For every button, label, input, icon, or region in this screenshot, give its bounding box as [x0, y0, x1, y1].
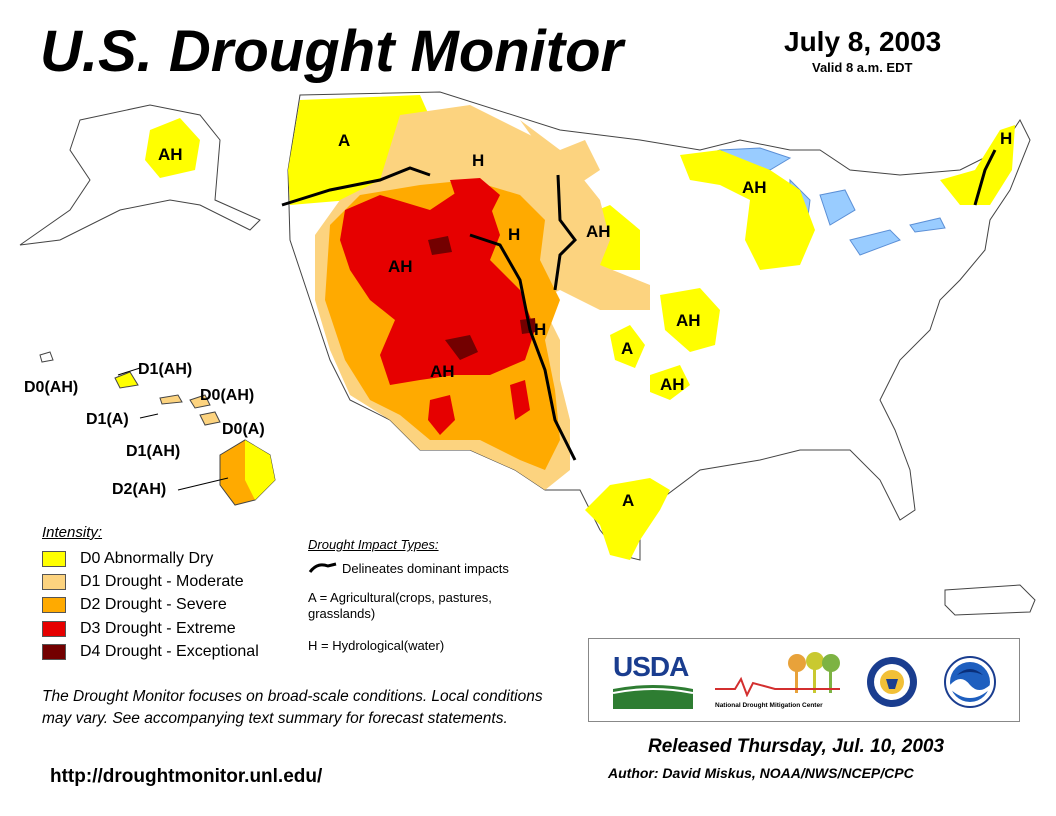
label-wy-h: H [508, 225, 520, 244]
label-ok-ah: AH [660, 375, 685, 394]
legend-swatch-d2 [42, 597, 66, 613]
hi-label-d1ah-s: D1(AH) [126, 443, 180, 460]
alaska-d0 [145, 118, 200, 178]
release-date: Released Thursday, Jul. 10, 2003 [648, 736, 945, 757]
legend-swatch-d0 [42, 551, 66, 567]
label-ak-ah: AH [158, 145, 183, 164]
alaska-outline [19, 104, 261, 246]
label-nm-ah: AH [430, 362, 455, 381]
legend-item-d3: D3 Drought - Extreme [42, 620, 236, 638]
website-link[interactable]: http://droughtmonitor.unl.edu/ [50, 766, 323, 787]
hi-label-d1a: D1(A) [86, 411, 129, 428]
legend-item-d2: D2 Drought - Severe [42, 596, 227, 614]
label-me-h: H [1000, 129, 1012, 148]
legend-swatch-d1 [42, 574, 66, 590]
label-ia-ah: AH [676, 311, 701, 330]
agency-logos: USDA National Drought Mitigation Center [588, 638, 1020, 722]
impact-types-title: Drought Impact Types: [308, 537, 439, 552]
hi-label-d2ah: D2(AH) [112, 481, 166, 498]
label-co-h: H [534, 320, 546, 339]
usda-logo: USDA [613, 651, 693, 709]
legend-swatch-d3 [42, 621, 66, 637]
impact-hydrological: H = Hydrological(water) [308, 638, 445, 653]
noaa-logo-icon [944, 656, 996, 708]
hi-label-d1ah: D1(AH) [138, 361, 192, 378]
label-mi-ah: AH [742, 178, 767, 197]
author-credit: Author: David Miskus, NOAA/NWS/NCEP/CPC [608, 765, 914, 781]
impact-agricultural: A = Agricultural(crops, pastures, grassl… [308, 590, 492, 621]
hi-label-d0ah-w: D0(AH) [24, 379, 78, 396]
label-mt-h: H [472, 151, 484, 170]
legend-item-d4: D4 Drought - Exceptional [42, 643, 259, 661]
label-nd-ah: AH [586, 222, 611, 241]
label-tx-a: A [622, 491, 634, 510]
ndmc-logo: National Drought Mitigation Center [715, 649, 845, 719]
legend-swatch-d4 [42, 644, 66, 660]
disclaimer-note: The Drought Monitor focuses on broad-sca… [42, 688, 543, 727]
label-ut-ah: AH [388, 257, 413, 276]
commerce-seal-icon [867, 657, 917, 707]
legend-item-d1: D1 Drought - Moderate [42, 573, 244, 591]
map-date: July 8, 2003 [784, 26, 942, 57]
label-wa-a: A [338, 131, 350, 150]
impact-line-icon [308, 562, 337, 573]
legend-title: Intensity: [42, 524, 103, 541]
hi-label-d0a: D0(A) [222, 421, 265, 438]
map-title: U.S. Drought Monitor [40, 19, 624, 84]
label-ks-a: A [621, 339, 633, 358]
d3-areas [340, 178, 535, 435]
impact-line-label: Delineates dominant impacts [342, 561, 509, 576]
hi-label-d0ah-e: D0(AH) [200, 387, 254, 404]
legend-item-d0: D0 Abnormally Dry [42, 550, 213, 568]
valid-time: Valid 8 a.m. EDT [812, 60, 913, 75]
hawaii-islands [39, 351, 276, 506]
puerto-rico-outline [944, 584, 1036, 616]
